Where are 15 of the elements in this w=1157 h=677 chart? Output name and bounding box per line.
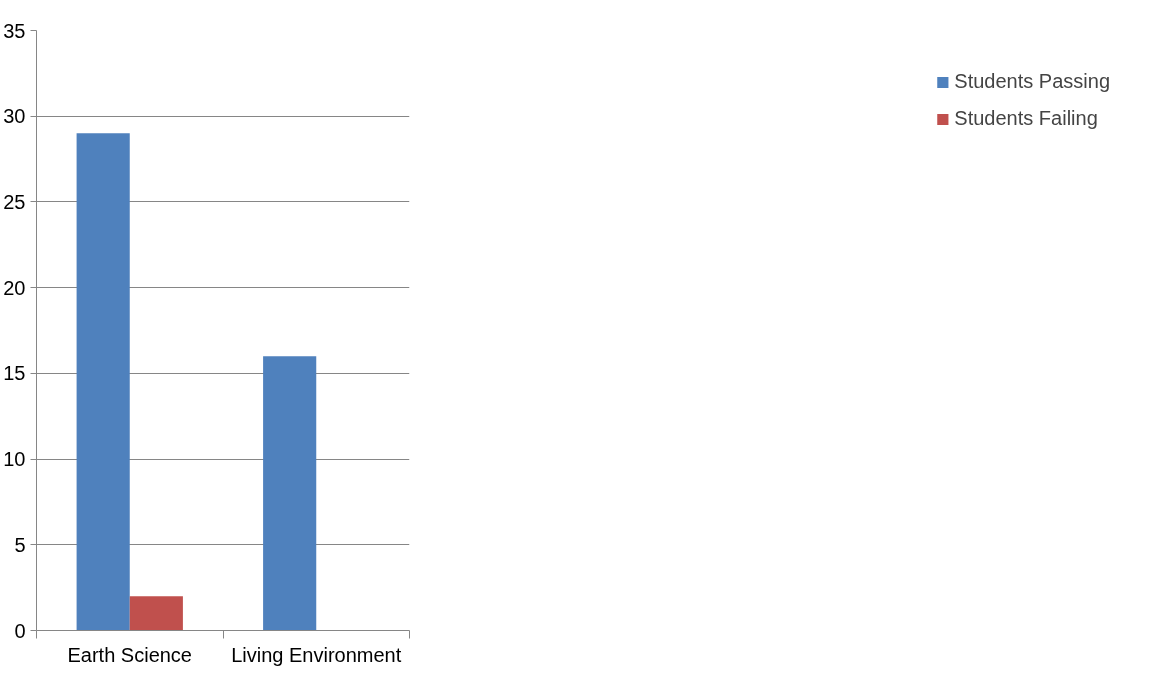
y-tick-label: 5 <box>14 533 26 556</box>
legend-label: Students Failing <box>954 107 1098 130</box>
bar <box>129 596 183 631</box>
x-tick-label: Living Environment <box>231 643 402 666</box>
bar <box>263 356 317 631</box>
legend-label: Students Passing <box>954 70 1110 93</box>
y-tick-label: 35 <box>3 19 26 42</box>
x-tick-label: Earth Science <box>67 643 193 666</box>
y-tick-label: 0 <box>14 619 26 642</box>
bar <box>76 133 130 631</box>
y-tick-label: 20 <box>3 276 26 299</box>
y-tick-label: 30 <box>3 105 26 128</box>
y-tick-label: 10 <box>3 448 26 471</box>
y-tick-label: 25 <box>3 190 26 213</box>
y-tick-label: 15 <box>3 362 26 385</box>
